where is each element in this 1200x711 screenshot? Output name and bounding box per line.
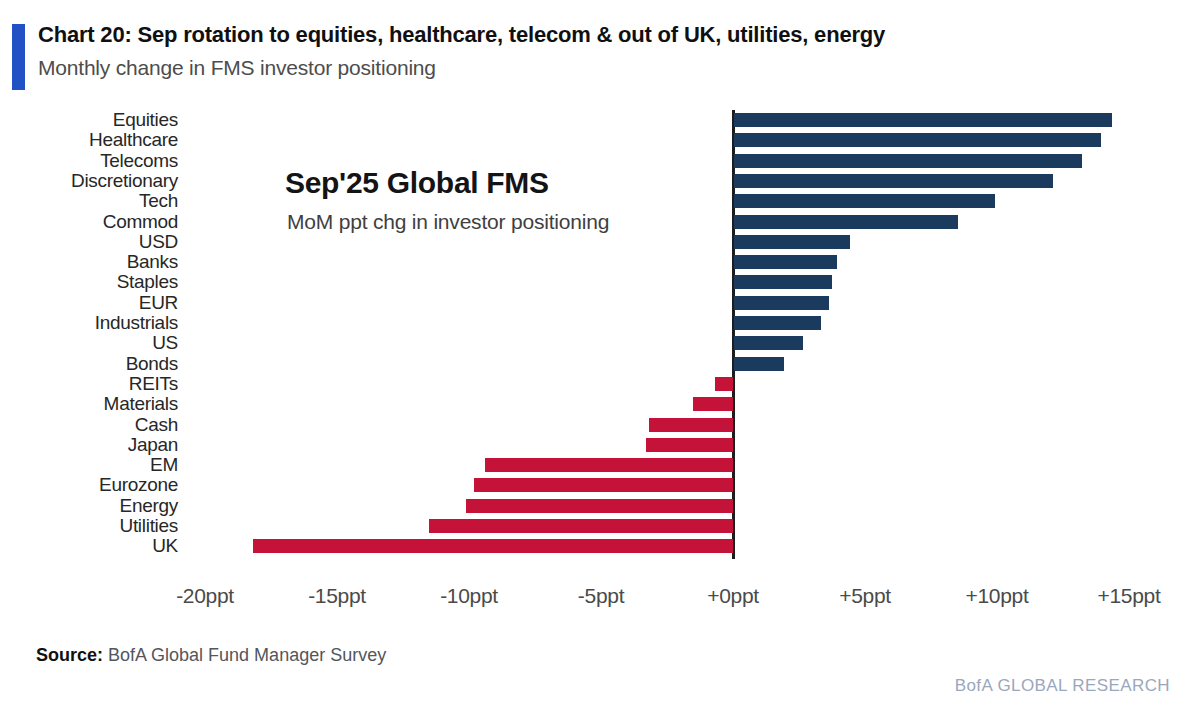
bar-materials — [693, 397, 733, 411]
x-tick--20: -20ppt — [176, 584, 234, 608]
category-label-reits: REITs — [0, 373, 178, 395]
x-tick--15: -15ppt — [308, 584, 366, 608]
category-label-usd: USD — [0, 231, 178, 253]
x-tick-10: +10ppt — [965, 584, 1028, 608]
source-text: BofA Global Fund Manager Survey — [103, 645, 386, 665]
category-label-telecoms: Telecoms — [0, 150, 178, 172]
bar-staples — [734, 275, 832, 289]
bar-banks — [734, 255, 837, 269]
category-label-eur: EUR — [0, 292, 178, 314]
bar-commod — [734, 215, 958, 229]
x-tick-5: +5ppt — [839, 584, 891, 608]
category-label-cash: Cash — [0, 414, 178, 436]
bar-cash — [649, 418, 733, 432]
category-label-uk: UK — [0, 535, 178, 557]
bar-healthcare — [734, 133, 1101, 147]
bar-telecoms — [734, 154, 1082, 168]
category-label-staples: Staples — [0, 271, 178, 293]
bar-tech — [734, 194, 995, 208]
bar-discretionary — [734, 174, 1053, 188]
bar-energy — [466, 499, 733, 513]
category-label-equities: Equities — [0, 109, 178, 131]
bar-em — [485, 458, 733, 472]
bar-bonds — [734, 357, 784, 371]
source-label: Source: — [36, 645, 103, 665]
category-label-em: EM — [0, 454, 178, 476]
bar-chart: EquitiesHealthcareTelecomsDiscretionaryT… — [0, 0, 1200, 711]
bar-reits — [715, 377, 733, 391]
category-label-japan: Japan — [0, 434, 178, 456]
category-label-banks: Banks — [0, 251, 178, 273]
category-label-tech: Tech — [0, 190, 178, 212]
annotation-subtitle: MoM ppt chg in investor positioning — [287, 210, 609, 234]
category-label-commod: Commod — [0, 211, 178, 233]
category-label-materials: Materials — [0, 393, 178, 415]
category-label-healthcare: Healthcare — [0, 129, 178, 151]
category-label-eurozone: Eurozone — [0, 474, 178, 496]
x-tick-15: +15ppt — [1097, 584, 1160, 608]
bar-equities — [734, 113, 1112, 127]
category-label-us: US — [0, 332, 178, 354]
category-label-bonds: Bonds — [0, 353, 178, 375]
bar-japan — [646, 438, 733, 452]
x-tick-0: +0ppt — [707, 584, 759, 608]
chart-page: Chart 20: Sep rotation to equities, heal… — [0, 0, 1200, 711]
bar-usd — [734, 235, 850, 249]
bar-eur — [734, 296, 829, 310]
category-label-industrials: Industrials — [0, 312, 178, 334]
category-label-energy: Energy — [0, 495, 178, 517]
x-tick--5: -5ppt — [578, 584, 624, 608]
x-tick--10: -10ppt — [440, 584, 498, 608]
bar-us — [734, 336, 803, 350]
category-label-discretionary: Discretionary — [0, 170, 178, 192]
bar-industrials — [734, 316, 821, 330]
category-label-utilities: Utilities — [0, 515, 178, 537]
source-note: Source: BofA Global Fund Manager Survey — [36, 645, 386, 666]
bar-eurozone — [474, 478, 733, 492]
bar-uk — [253, 539, 733, 553]
brand-mark: BofA GLOBAL RESEARCH — [955, 676, 1170, 696]
annotation-title: Sep'25 Global FMS — [285, 166, 549, 200]
bar-utilities — [429, 519, 733, 533]
